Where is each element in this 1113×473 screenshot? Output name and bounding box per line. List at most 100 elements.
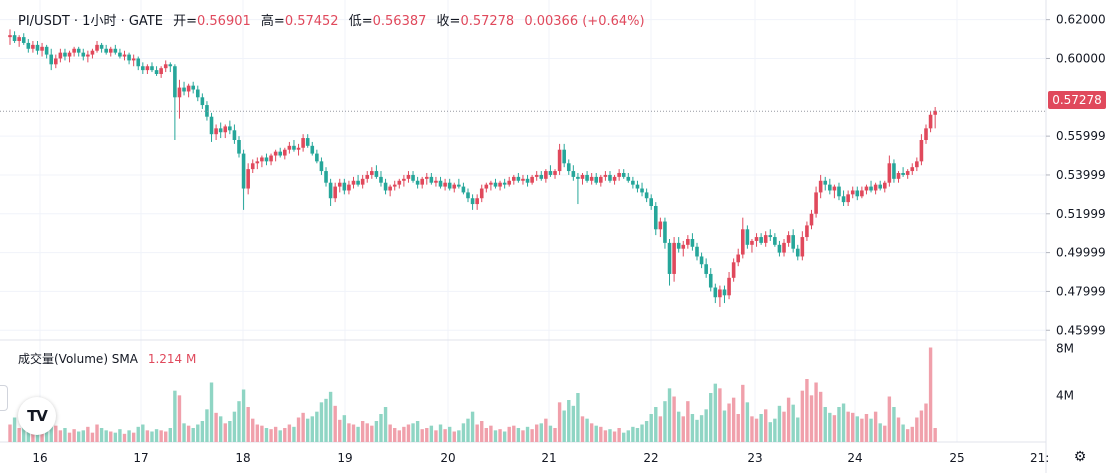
- candle: [415, 176, 420, 189]
- candles: [8, 29, 937, 307]
- volume-bar: [548, 425, 553, 442]
- volume-bar: [855, 416, 859, 442]
- volume-bar: [786, 397, 791, 442]
- candle-body: [163, 64, 168, 69]
- candle-body: [484, 184, 489, 189]
- volume-bar: [654, 407, 658, 442]
- volume-bar: [374, 421, 379, 442]
- candle-body: [470, 198, 475, 205]
- candle: [301, 134, 305, 152]
- candle: [241, 149, 246, 210]
- candle-body: [26, 42, 31, 49]
- volume-bar: [22, 425, 26, 442]
- candle: [512, 174, 516, 185]
- candle: [562, 143, 566, 168]
- candle-body: [273, 151, 278, 156]
- candle: [370, 167, 374, 179]
- volume-bar: [292, 426, 296, 442]
- candle: [773, 233, 777, 247]
- candle: [727, 272, 731, 300]
- volume-bar: [571, 405, 576, 442]
- candle-body: [438, 180, 443, 187]
- candle-body: [507, 180, 512, 185]
- candle: [40, 42, 44, 57]
- candle: [127, 52, 131, 65]
- candle-body: [356, 180, 360, 185]
- candle-body: [379, 176, 383, 183]
- volume-bar: [475, 424, 479, 442]
- candle-body: [686, 239, 690, 245]
- candle: [95, 41, 99, 53]
- candle-body: [457, 184, 461, 187]
- candle-body: [924, 128, 928, 140]
- candle: [195, 85, 200, 102]
- candle-body: [928, 114, 933, 129]
- candle: [333, 182, 337, 203]
- candle: [791, 229, 795, 253]
- candle-body: [699, 256, 704, 265]
- volume-bar: [837, 407, 841, 442]
- volume-bar: [164, 431, 168, 442]
- volume-bar: [420, 429, 424, 442]
- volume-bar: [759, 414, 763, 442]
- candle: [534, 171, 539, 181]
- candle: [832, 184, 837, 199]
- volume-bar: [796, 417, 800, 442]
- candle: [402, 174, 406, 187]
- candle: [580, 173, 585, 185]
- volume-bar: [544, 418, 548, 442]
- candle: [406, 171, 411, 183]
- candle: [118, 48, 122, 59]
- candle-body: [534, 174, 539, 177]
- candle-body: [63, 52, 67, 57]
- volume-bar: [704, 409, 708, 442]
- volume-bar: [370, 425, 374, 442]
- volume-bar: [338, 419, 342, 442]
- candle: [653, 202, 658, 236]
- candle: [177, 79, 182, 119]
- candle-body: [704, 264, 708, 274]
- candle: [90, 48, 95, 59]
- volume-bar: [63, 428, 67, 442]
- candle: [452, 182, 457, 193]
- price-tick-label: 0.47999: [1056, 284, 1106, 298]
- gear-icon[interactable]: ⚙: [1073, 449, 1087, 465]
- volume-bar: [681, 416, 685, 442]
- tradingview-logo-icon[interactable]: TV: [18, 397, 56, 435]
- volume-bar: [237, 401, 241, 442]
- candle-body: [603, 174, 608, 177]
- candle: [676, 237, 681, 253]
- volume-bar: [393, 428, 397, 442]
- candle: [681, 240, 686, 257]
- volume-bar: [351, 424, 356, 442]
- candle: [475, 194, 479, 210]
- candle-body: [745, 229, 750, 245]
- candle-body: [214, 128, 218, 135]
- sidebar-toggle-handle[interactable]: [0, 385, 8, 411]
- volume-bar: [429, 425, 434, 442]
- price-axis-ticks: 0.62000 0.60000 0.55999 0.53999 0.51999 0.499…: [1046, 13, 1106, 337]
- candle-body: [466, 192, 470, 199]
- volume-bar: [452, 431, 456, 442]
- candle: [901, 167, 905, 177]
- candle-body: [626, 176, 631, 181]
- candle: [566, 159, 571, 175]
- ohlc-legend: PI/USDT · 1小时 · GATE 开=0.56901 高=0.57452…: [18, 10, 645, 29]
- volume-bar: [44, 423, 49, 442]
- volume-bar: [594, 425, 598, 442]
- candle-body: [260, 157, 264, 162]
- candle-body: [860, 190, 864, 197]
- volume-bar: [269, 429, 273, 442]
- candle: [67, 50, 72, 63]
- candle-body: [727, 277, 731, 296]
- symbol-title: PI/USDT · 1小时 · GATE: [18, 14, 163, 29]
- volume-bar: [182, 423, 186, 442]
- volume-bar: [869, 418, 873, 442]
- candle: [420, 176, 424, 189]
- candle: [250, 159, 255, 173]
- candle: [892, 159, 896, 183]
- candle-body: [122, 54, 127, 57]
- volume-bar: [360, 421, 365, 442]
- volume-bar: [461, 423, 466, 442]
